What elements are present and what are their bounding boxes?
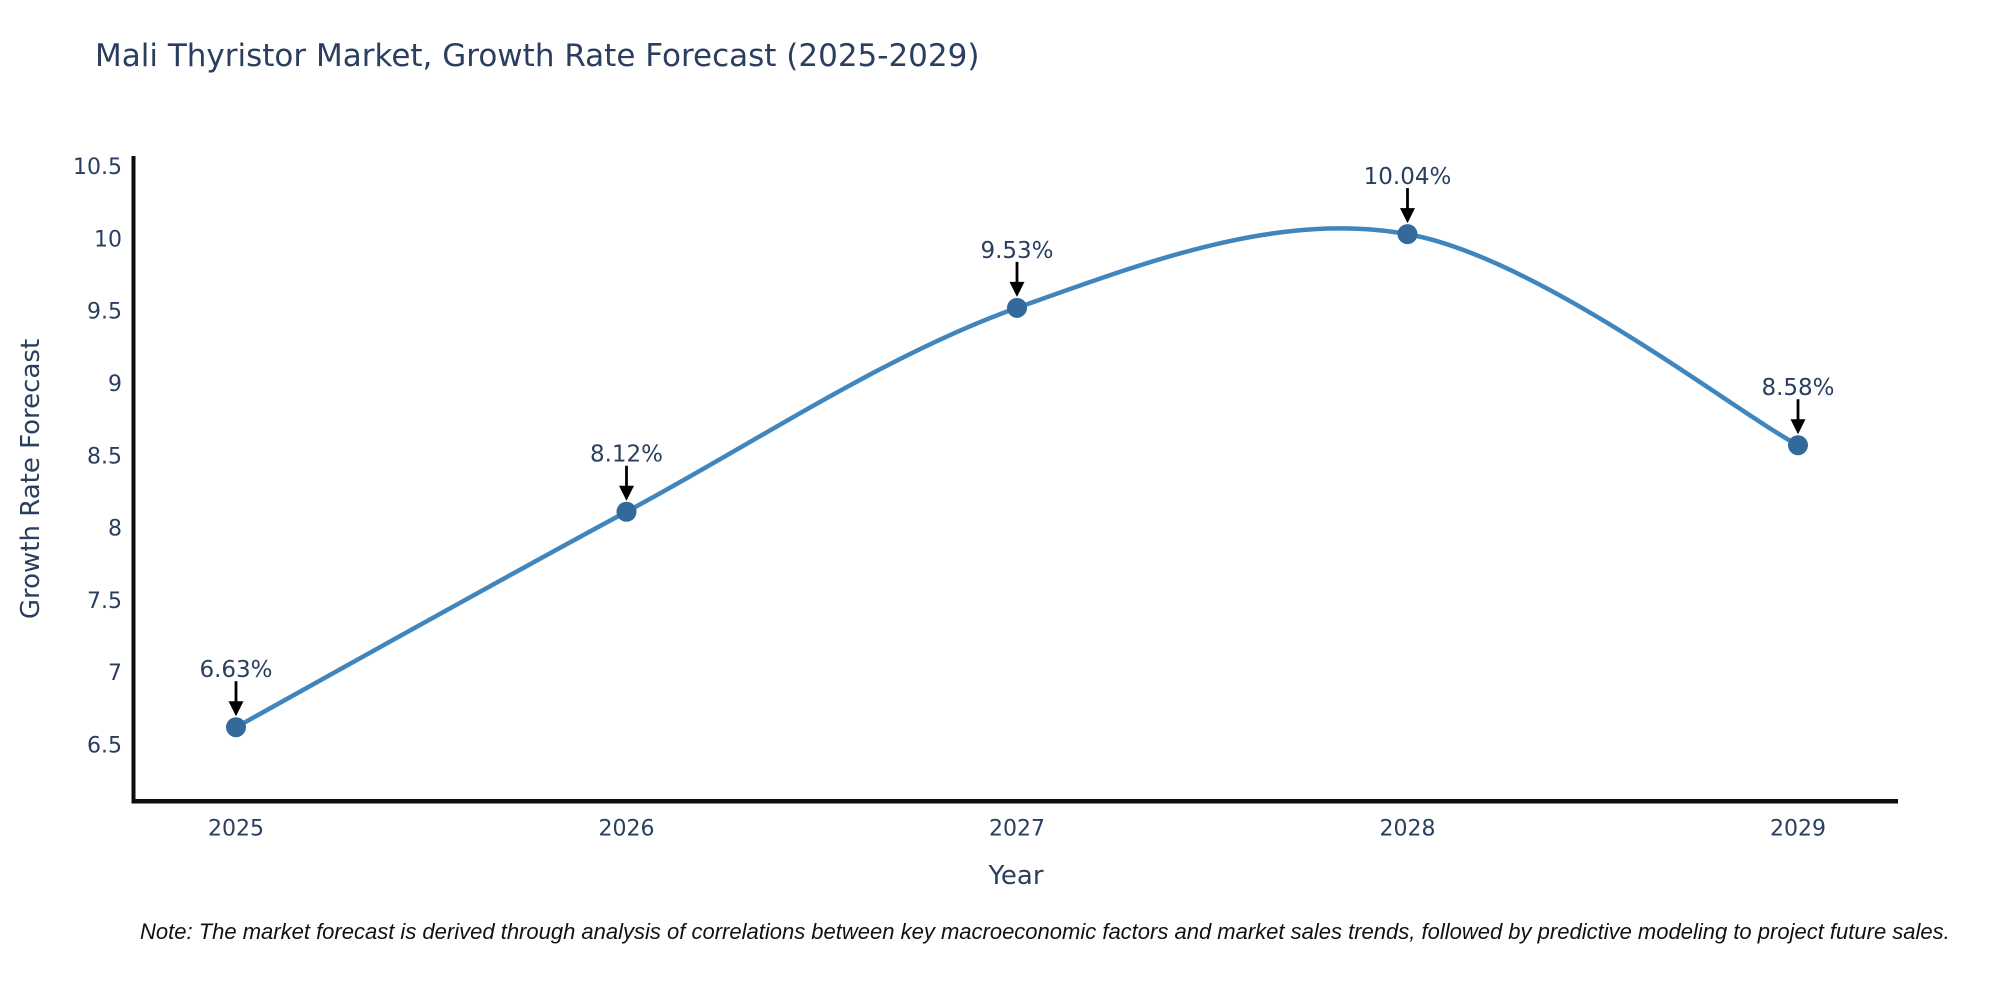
annotation-arrow-head xyxy=(1400,208,1415,224)
x-axis-tick-label: 2027 xyxy=(989,817,1045,842)
annotation-arrow-head xyxy=(619,485,634,501)
x-axis-tick-label: 2029 xyxy=(1770,817,1826,842)
data-point-marker-2027[interactable] xyxy=(1007,297,1027,318)
y-axis-tick-label: 10 xyxy=(94,227,122,252)
data-point-label: 10.04% xyxy=(1364,164,1452,190)
y-axis-tick-label: 8.5 xyxy=(87,444,122,469)
data-point-label: 8.12% xyxy=(590,442,663,468)
data-point-label: 6.63% xyxy=(199,657,272,683)
data-point-label: 9.53% xyxy=(980,238,1053,264)
y-axis-tick-label: 6.5 xyxy=(87,734,122,759)
annotation-arrow-head xyxy=(228,701,244,717)
y-axis-tick-label: 10.5 xyxy=(73,155,122,180)
x-axis-tick-label: 2028 xyxy=(1380,817,1436,842)
y-axis-tick-label: 9.5 xyxy=(87,300,122,325)
y-axis-tick-label: 9 xyxy=(108,372,122,397)
data-point-label: 8.58% xyxy=(1761,375,1834,401)
x-axis-tick-label: 2025 xyxy=(208,817,264,842)
annotation-arrow-head xyxy=(1790,419,1806,435)
data-point-marker-2025[interactable] xyxy=(226,717,246,738)
footnote: Note: The market forecast is derived thr… xyxy=(140,919,1950,944)
y-axis-title: Growth Rate Forecast xyxy=(16,338,46,620)
chart-title: Mali Thyristor Market, Growth Rate Forec… xyxy=(95,38,980,74)
y-axis-tick-label: 8 xyxy=(108,517,122,542)
y-axis-tick-label: 7.5 xyxy=(87,589,122,614)
y-axis-tick-label: 7 xyxy=(108,661,122,686)
data-point-marker-2029[interactable] xyxy=(1788,435,1808,456)
y-axis-line xyxy=(131,156,136,803)
x-axis-tick-label: 2026 xyxy=(599,817,655,842)
data-point-marker-2028[interactable] xyxy=(1397,224,1418,245)
data-point-marker-2026[interactable] xyxy=(616,501,637,522)
x-axis-line xyxy=(131,799,1898,804)
annotation-arrow-head xyxy=(1009,281,1025,297)
x-axis-title: Year xyxy=(988,861,1044,891)
